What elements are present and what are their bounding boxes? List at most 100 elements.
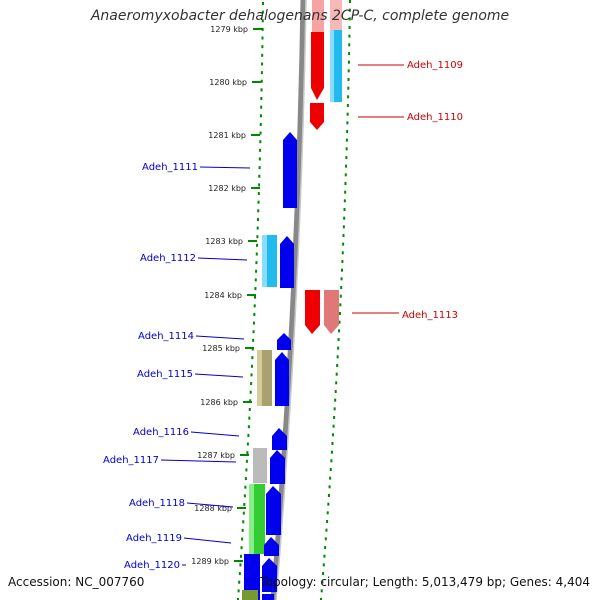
guide-dot bbox=[346, 130, 349, 133]
guide-dot bbox=[248, 416, 251, 420]
guide-dot bbox=[343, 208, 346, 211]
guide-dot bbox=[345, 147, 348, 151]
guide-dot bbox=[261, 45, 264, 49]
guide-dot bbox=[252, 330, 255, 334]
guide-dot bbox=[347, 78, 350, 81]
guide-dot bbox=[338, 312, 341, 315]
guide-dot bbox=[256, 243, 259, 247]
guide-dot bbox=[245, 459, 248, 463]
gene-label-adeh-1120[interactable]: Adeh_1120 bbox=[124, 560, 180, 571]
gene-adeh-1117-gray[interactable] bbox=[253, 448, 267, 483]
guide-dot bbox=[345, 164, 348, 168]
guide-dot bbox=[327, 494, 330, 497]
gene-adeh-1110[interactable] bbox=[310, 103, 324, 130]
guide-dot bbox=[346, 104, 349, 107]
guide-dot bbox=[261, 53, 264, 57]
gene-adeh-1120-block[interactable] bbox=[244, 554, 260, 600]
guide-dot bbox=[246, 442, 249, 446]
guide-dot bbox=[337, 338, 340, 341]
gene-adeh-1109[interactable] bbox=[311, 32, 324, 100]
gene-adeh-1119[interactable] bbox=[264, 537, 279, 556]
guide-dot bbox=[242, 511, 245, 515]
forward-genes bbox=[242, 132, 297, 600]
guide-dot bbox=[251, 347, 254, 351]
guide-dot bbox=[332, 433, 335, 437]
guide-dot bbox=[347, 86, 350, 90]
guide-dot bbox=[254, 278, 257, 282]
gene-blue-bottom bbox=[262, 594, 274, 600]
gene-adeh-1116[interactable] bbox=[272, 428, 287, 450]
reverse-genes bbox=[305, 0, 342, 334]
gene-adeh-1112-cyan-hl bbox=[262, 235, 267, 287]
gene-label-adeh-1116[interactable]: Adeh_1116 bbox=[133, 427, 189, 438]
guide-dot bbox=[259, 148, 262, 152]
gene-label-adeh-1118[interactable]: Adeh_1118 bbox=[129, 498, 185, 509]
guide-dot bbox=[244, 485, 247, 489]
guide-dot bbox=[320, 598, 322, 600]
guide-dot bbox=[257, 209, 260, 213]
guide-dot bbox=[344, 182, 347, 185]
genome-backbone-shadow bbox=[275, 0, 307, 600]
lane-guides bbox=[237, 0, 351, 600]
gene-adeh-1111[interactable] bbox=[283, 132, 297, 208]
guide-dot bbox=[250, 364, 253, 368]
guide-dot bbox=[348, 52, 351, 55]
guide-dot bbox=[343, 216, 346, 220]
guide-dot bbox=[261, 19, 264, 23]
gene-label-adeh-1112[interactable]: Adeh_1112 bbox=[140, 253, 196, 264]
guide-dot bbox=[256, 226, 259, 230]
tick-label: 1280 kbp bbox=[209, 78, 247, 87]
gene-label-leader bbox=[195, 335, 245, 340]
gene-adeh-1120[interactable] bbox=[262, 558, 277, 592]
guide-dot bbox=[252, 338, 255, 342]
gene-adeh-1112[interactable] bbox=[280, 236, 294, 288]
guide-dot bbox=[323, 554, 326, 558]
guide-dot bbox=[334, 398, 337, 402]
guide-dot bbox=[261, 36, 264, 40]
guide-dot bbox=[260, 88, 263, 92]
gene-adeh-1118-green-hl bbox=[249, 484, 254, 554]
guide-dot bbox=[255, 269, 258, 273]
guide-dot bbox=[238, 572, 241, 576]
guide-dot bbox=[325, 528, 328, 532]
gene-adeh-1118[interactable] bbox=[266, 486, 281, 535]
guide-dot bbox=[258, 183, 261, 187]
gene-adeh-1117[interactable] bbox=[270, 450, 285, 484]
guide-dot bbox=[348, 8, 351, 12]
gene-adeh-1115[interactable] bbox=[275, 352, 289, 406]
guide-dot bbox=[345, 138, 348, 142]
guide-dot bbox=[326, 511, 329, 515]
gene-adeh-1113[interactable] bbox=[305, 290, 320, 334]
tick-label: 1282 kbp bbox=[208, 184, 246, 193]
guide-dot bbox=[334, 390, 337, 393]
guide-dot bbox=[347, 60, 350, 64]
guide-dot bbox=[254, 295, 257, 299]
gene-label-adeh-1119[interactable]: Adeh_1119 bbox=[126, 533, 182, 544]
gene-label-adeh-1111[interactable]: Adeh_1111 bbox=[142, 162, 198, 173]
guide-dot bbox=[260, 71, 263, 75]
gene-label-adeh-1109[interactable]: Adeh_1109 bbox=[407, 60, 463, 71]
guide-dot bbox=[250, 382, 253, 386]
gene-label-leader bbox=[190, 431, 240, 437]
guide-dot bbox=[245, 468, 248, 472]
guide-dot bbox=[239, 563, 242, 567]
tick-label: 1284 kbp bbox=[204, 291, 242, 300]
gene-label-adeh-1113[interactable]: Adeh_1113 bbox=[402, 310, 458, 321]
gene-label-adeh-1114[interactable]: Adeh_1114 bbox=[138, 331, 194, 342]
gene-label-leader bbox=[197, 257, 248, 261]
guide-dot bbox=[333, 416, 336, 419]
guide-dot bbox=[262, 2, 264, 5]
guide-dot bbox=[257, 200, 260, 204]
gene-olive-bottom bbox=[242, 590, 258, 600]
guide-dot bbox=[330, 459, 333, 463]
tick-label: 1289 kbp bbox=[191, 557, 229, 566]
gene-label-adeh-1115[interactable]: Adeh_1115 bbox=[137, 369, 193, 380]
gene-adeh-1114[interactable] bbox=[277, 333, 291, 350]
gene-label-adeh-1117[interactable]: Adeh_1117 bbox=[103, 455, 159, 466]
guide-dot bbox=[341, 260, 344, 263]
gene-adeh-1113b[interactable] bbox=[324, 290, 339, 334]
guide-dot bbox=[348, 17, 351, 21]
guide-dot bbox=[335, 381, 338, 385]
guide-dot bbox=[259, 140, 262, 144]
gene-label-adeh-1110[interactable]: Adeh_1110 bbox=[407, 112, 463, 123]
